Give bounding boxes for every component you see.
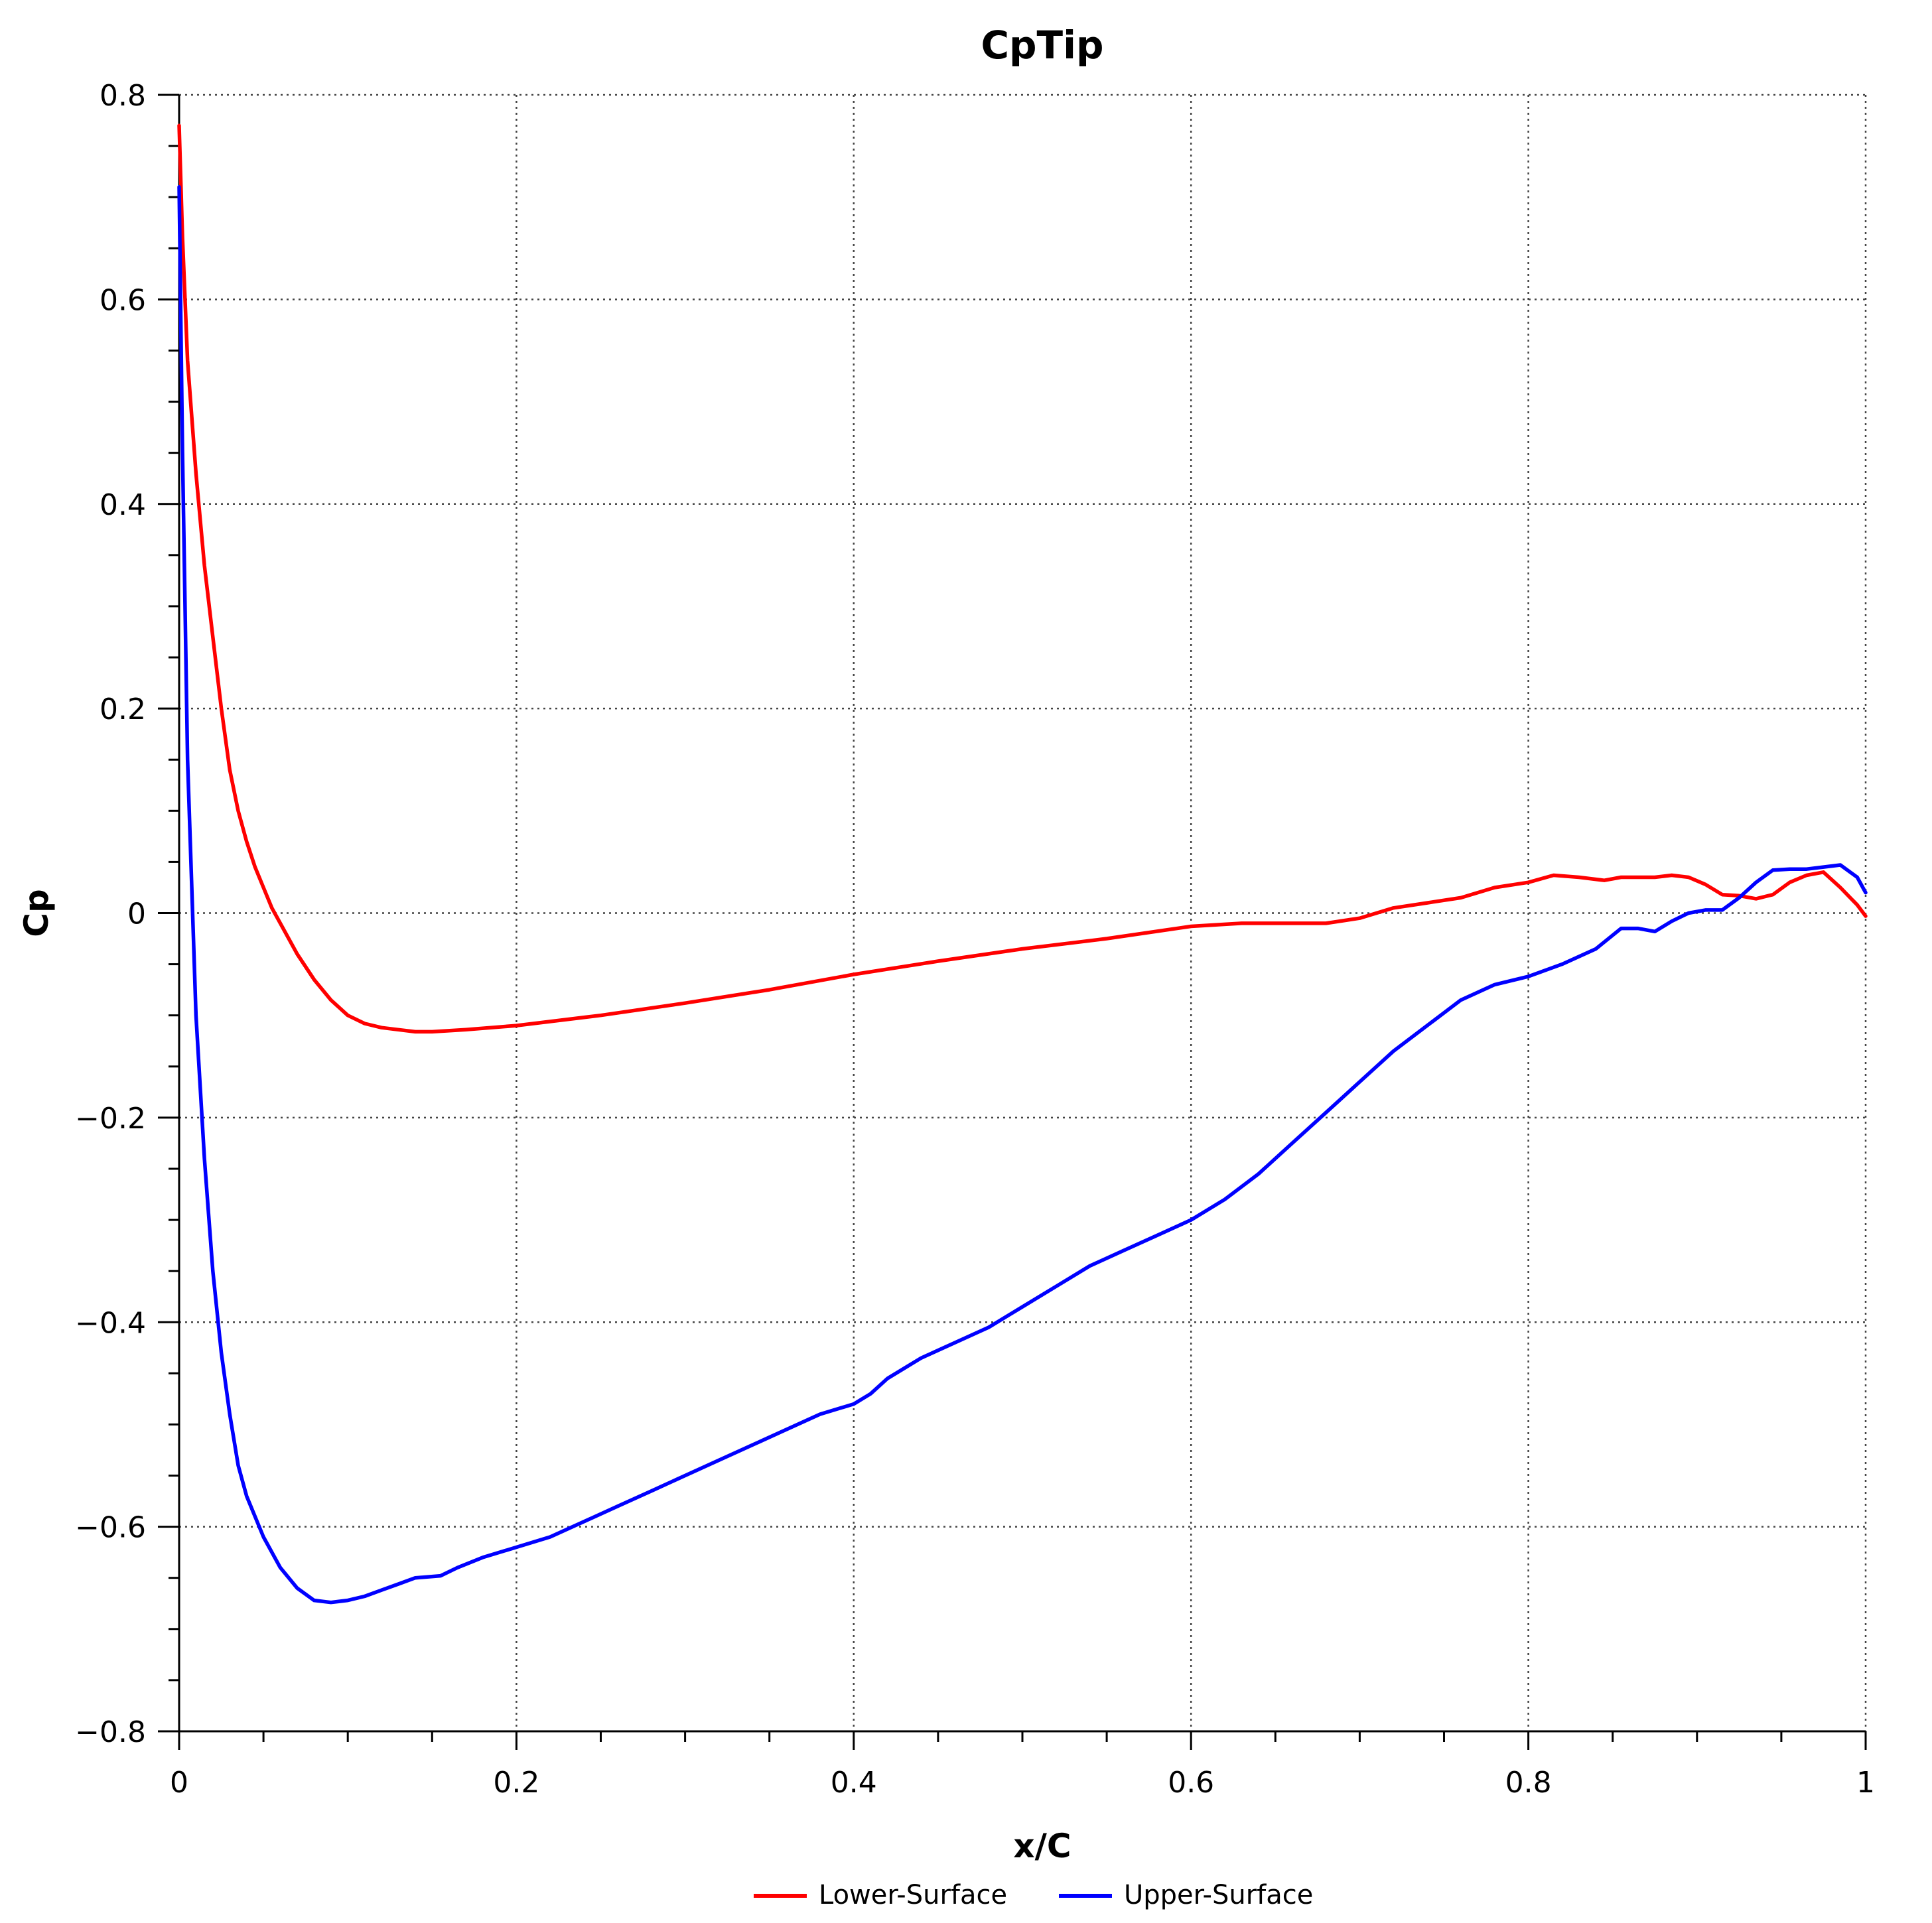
legend-label: Lower-Surface: [819, 1880, 1007, 1910]
y-tick-label: −0.6: [75, 1511, 146, 1545]
y-tick-label: 0.8: [100, 79, 146, 113]
x-tick-label: 0.8: [1505, 1766, 1552, 1800]
x-tick-label: 0.2: [493, 1766, 539, 1800]
series-line-lower-surface: [177, 123, 1868, 1034]
x-axis-label: x/C: [1013, 1827, 1071, 1865]
plot-series: [177, 123, 1868, 1605]
y-axis-label: Cp: [17, 889, 56, 937]
chart-title: CpTip: [981, 23, 1103, 68]
y-tick-label: −0.2: [75, 1102, 146, 1136]
x-tick-label: 0.6: [1168, 1766, 1214, 1800]
series-line-upper-surface: [177, 185, 1868, 1605]
legend: Lower-Surface Upper-Surface: [754, 1880, 1313, 1910]
y-tick-label: −0.8: [75, 1715, 146, 1749]
y-tick-label: 0.6: [100, 283, 146, 317]
y-tick-label: −0.4: [75, 1306, 146, 1340]
y-tick-label: 0.4: [100, 488, 146, 522]
x-tick-label: 1: [1856, 1766, 1875, 1800]
grid: [178, 94, 1867, 1733]
y-tick-label: 0.2: [100, 693, 146, 726]
x-tick-label: 0.4: [831, 1766, 877, 1800]
legend-label: Upper-Surface: [1124, 1880, 1313, 1910]
y-tick-label: 0: [127, 897, 146, 931]
axes: 0 0.2 0.4 0.6 0.8 1 0.8 0.6 0.4 0.2 0 −0.2 −0.4 −0.6 −…: [75, 79, 1875, 1800]
x-tick-label: 0: [170, 1766, 188, 1800]
